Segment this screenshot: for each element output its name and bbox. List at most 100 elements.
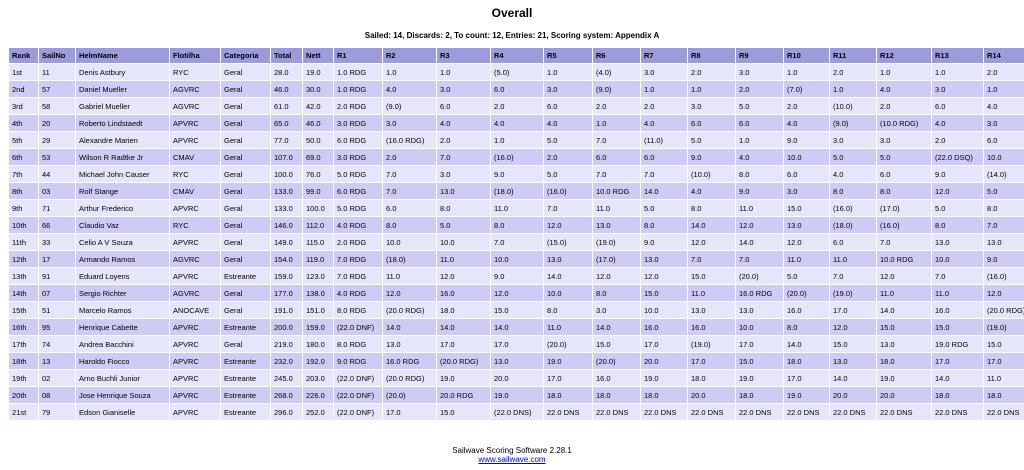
- cell: Andrea Bacchini: [76, 336, 169, 352]
- cell: 66: [39, 217, 75, 233]
- cell: 6.0: [736, 115, 783, 131]
- cell: 6.0: [383, 200, 436, 216]
- cell: 10.0 RDG: [877, 251, 931, 267]
- cell: 1.0: [593, 115, 640, 131]
- cell: 154.0: [271, 251, 302, 267]
- cell: 7th: [9, 166, 38, 182]
- cell: 6.0: [830, 234, 876, 250]
- cell: 13.0: [830, 353, 876, 369]
- cell: 7.0: [641, 166, 687, 182]
- cell: 1.0: [984, 81, 1024, 97]
- cell: 18.0: [877, 353, 931, 369]
- cell: 03: [39, 183, 75, 199]
- cell: 8.0: [383, 217, 436, 233]
- cell: 17.0: [784, 370, 829, 386]
- cell: 7.0: [736, 251, 783, 267]
- cell: 13.0: [437, 183, 490, 199]
- cell: APVRC: [170, 115, 220, 131]
- website-link[interactable]: www.sailwave.com: [478, 455, 546, 464]
- cell: CMAV: [170, 149, 220, 165]
- cell: 6.0: [641, 149, 687, 165]
- cell: Geral: [221, 251, 270, 267]
- cell: (20.0 RDG): [437, 353, 490, 369]
- cell: 2nd: [9, 81, 38, 97]
- cell: 20.0: [641, 353, 687, 369]
- cell: (20.0): [383, 387, 436, 403]
- cell: 13.0: [383, 336, 436, 352]
- cell: 15.0: [877, 319, 931, 335]
- cell: 5.0: [688, 132, 735, 148]
- cell: 15.0: [593, 336, 640, 352]
- cell: 100.0: [271, 166, 302, 182]
- result-row: 16th 95 Henrique Cabette APVRC Estreante 200.…: [9, 319, 1024, 335]
- cell: 19.0: [736, 370, 783, 386]
- cell: Geral: [221, 166, 270, 182]
- cell: Sergio Richter: [76, 285, 169, 301]
- cell: Rolf Stange: [76, 183, 169, 199]
- column-header: R4: [491, 48, 543, 63]
- column-header: Flotilha: [170, 48, 220, 63]
- cell: (10.0): [688, 166, 735, 182]
- cell: 115.0: [303, 234, 333, 250]
- result-row: 3rd 58 Gabriel Mueller AGVRC Geral 61.0 42.0 2.…: [9, 98, 1024, 114]
- cell: 4.0: [984, 98, 1024, 114]
- column-header: SailNo: [39, 48, 75, 63]
- cell: Henrique Cabette: [76, 319, 169, 335]
- cell: 11th: [9, 234, 38, 250]
- cell: 6.0: [437, 98, 490, 114]
- cell: 19.0: [303, 64, 333, 80]
- cell: 11.0: [932, 285, 983, 301]
- cell: 99.0: [303, 183, 333, 199]
- cell: 16.0: [932, 302, 983, 318]
- cell: 16.0: [641, 319, 687, 335]
- cell: 1.0: [383, 64, 436, 80]
- result-row: 12th 17 Armando Ramos AGVRC Geral 154.0 119.0 7…: [9, 251, 1024, 267]
- cell: 138.0: [303, 285, 333, 301]
- cell: 13.0: [491, 353, 543, 369]
- result-row: 17th 74 Andrea Bacchini APVRC Geral 219.0 180.…: [9, 336, 1024, 352]
- cell: 8.0: [688, 200, 735, 216]
- cell: 53: [39, 149, 75, 165]
- cell: 4.0: [688, 183, 735, 199]
- cell: 7.0: [932, 268, 983, 284]
- cell: (7.0): [784, 81, 829, 97]
- cell: APVRC: [170, 387, 220, 403]
- cell: 17.0: [688, 353, 735, 369]
- cell: 22.0 DNS: [688, 404, 735, 420]
- cell: 11.0: [830, 251, 876, 267]
- cell: 10.0: [932, 251, 983, 267]
- software: Sailwave Scoring Software 2.28.1: [452, 446, 572, 455]
- cell: 2.0: [491, 98, 543, 114]
- cell: ANOCAVE: [170, 302, 220, 318]
- cell: 16th: [9, 319, 38, 335]
- result-row: 2nd 57 Daniel Mueller AGVRC Geral 46.0 30.0 1.0…: [9, 81, 1024, 97]
- cell: 16.0: [784, 302, 829, 318]
- cell: 20.0: [877, 387, 931, 403]
- cell: 17.0: [736, 336, 783, 352]
- result-row: 8th 03 Rolf Stange CMAV Geral 133.0 99.0 6.0 RD…: [9, 183, 1024, 199]
- cell: 18.0: [932, 387, 983, 403]
- cell: 9.0: [641, 234, 687, 250]
- result-row: 9th 71 Arthur Frederico APVRC Geral 133.0 100.…: [9, 200, 1024, 216]
- cell: (22.0 DNF): [334, 319, 382, 335]
- cell: 4.0: [830, 166, 876, 182]
- cell: 10.0: [784, 149, 829, 165]
- cell: APVRC: [170, 234, 220, 250]
- cell: 5.0 RDG: [334, 200, 382, 216]
- cell: 5th: [9, 132, 38, 148]
- cell: 9th: [9, 200, 38, 216]
- column-header: R10: [784, 48, 829, 63]
- cell: (22.0 DNS): [491, 404, 543, 420]
- cell: 13.0: [984, 234, 1024, 250]
- cell: 19th: [9, 370, 38, 386]
- cell: 3.0: [877, 132, 931, 148]
- result-row: 5th 29 Alexandre Marien APVRC Geral 77.0 50.0 6…: [9, 132, 1024, 148]
- cell: 5.0: [784, 268, 829, 284]
- cell: (11.0): [641, 132, 687, 148]
- cell: 30.0: [303, 81, 333, 97]
- cell: 200.0: [271, 319, 302, 335]
- cell: 12.0: [383, 285, 436, 301]
- cell: 3.0: [437, 81, 490, 97]
- cell: 6th: [9, 149, 38, 165]
- cell: 3.0: [932, 81, 983, 97]
